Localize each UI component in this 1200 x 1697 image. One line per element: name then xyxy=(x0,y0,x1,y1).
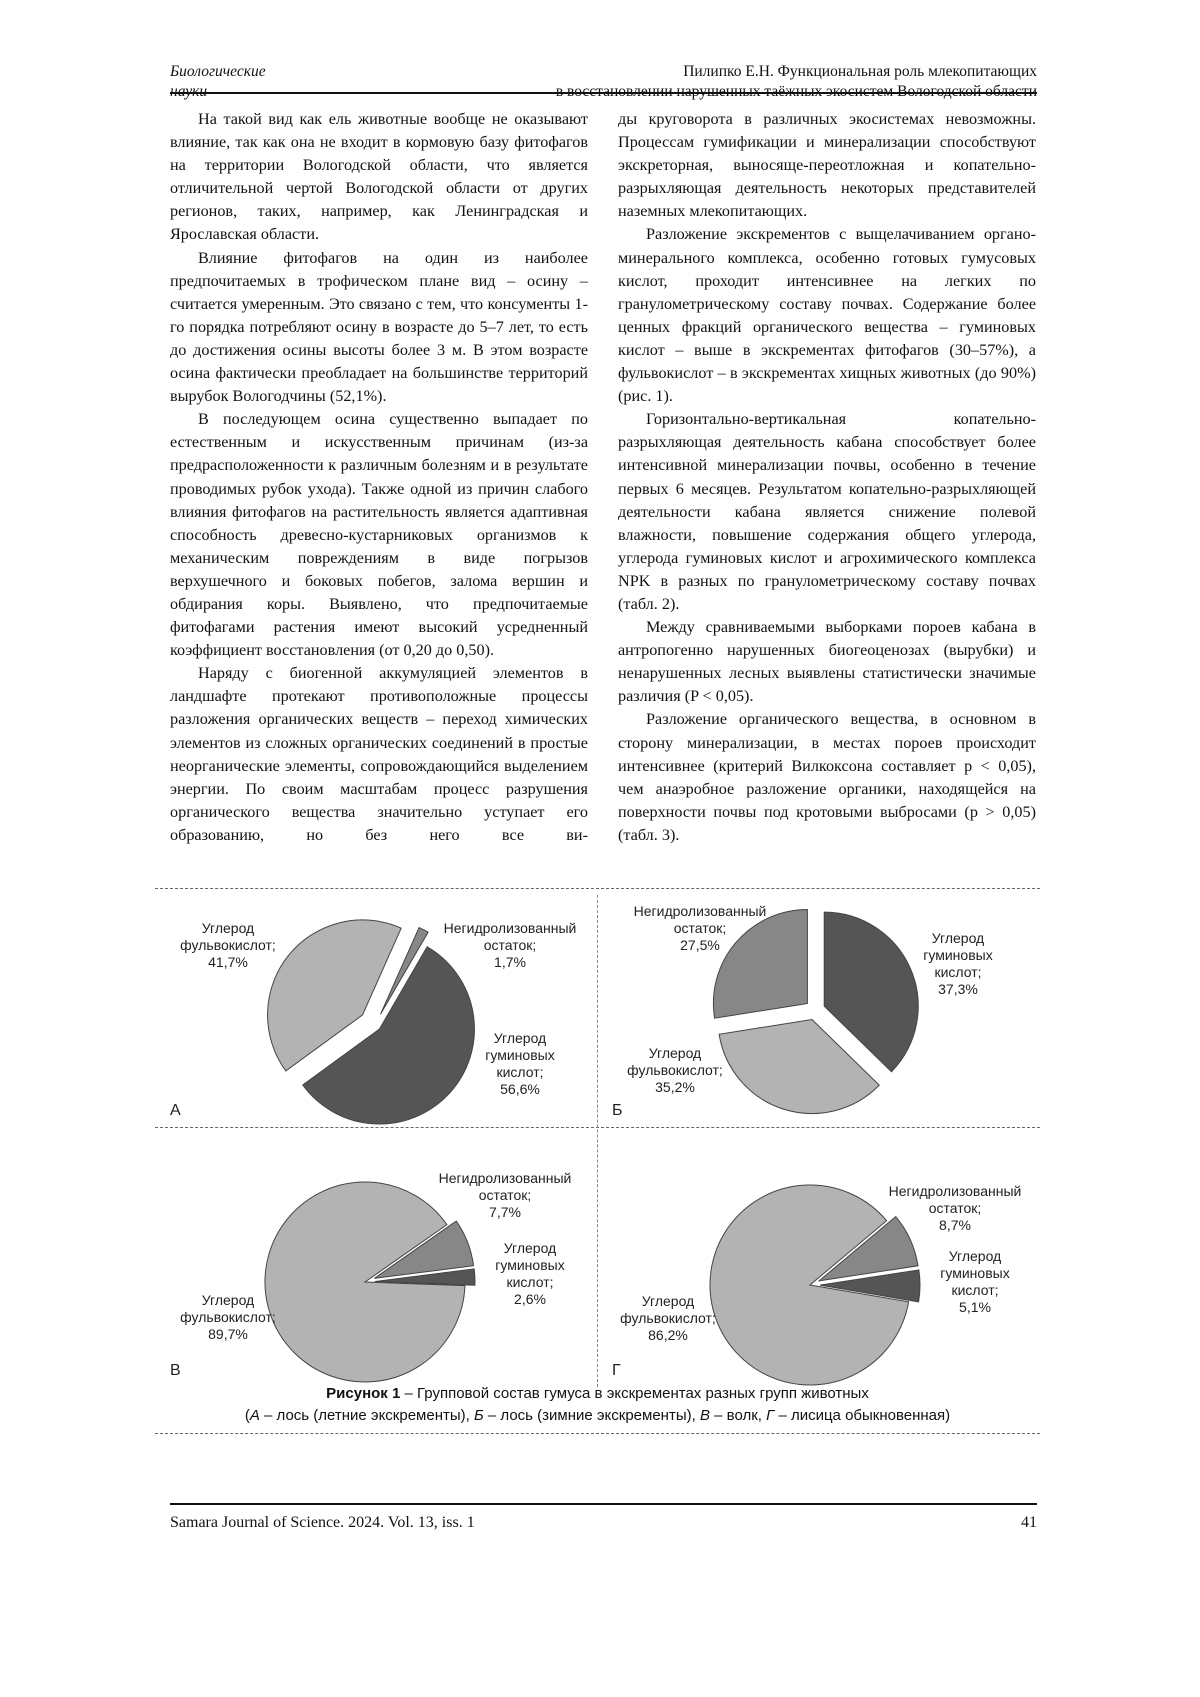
label-value: 89,7% xyxy=(180,1326,276,1343)
caption-segment: – лось (зимние экскременты), xyxy=(484,1407,700,1424)
label-name-line: фульвокислот; xyxy=(620,1310,716,1327)
pie-slice-label: Негидролизованныйостаток;1,7% xyxy=(444,920,577,971)
label-value: 1,7% xyxy=(444,954,577,971)
label-name-line: Углерод xyxy=(180,1292,276,1309)
label-name-line: гуминовых xyxy=(495,1257,564,1274)
label-value: 5,1% xyxy=(940,1299,1009,1316)
label-name-line: Негидролизованный xyxy=(634,903,767,920)
label-value: 41,7% xyxy=(180,954,276,971)
label-name-line: гуминовых xyxy=(940,1265,1009,1282)
panel-letter-v: В xyxy=(170,1362,181,1380)
footer-rule xyxy=(170,1503,1037,1505)
label-value: 27,5% xyxy=(634,937,767,954)
caption-segment: – волк, xyxy=(710,1407,766,1424)
label-name-line: кислот; xyxy=(495,1274,564,1291)
pie-slice-label: Негидролизованныйостаток;27,5% xyxy=(634,903,767,954)
page-number: 41 xyxy=(1021,1514,1037,1532)
pie-slice-label: Углеродгуминовыхкислот;37,3% xyxy=(923,930,992,998)
label-name-line: Углерод xyxy=(495,1240,564,1257)
figure-caption: Рисунок 1 – Групповой состав гумуса в эк… xyxy=(155,1383,1040,1405)
label-name-line: остаток; xyxy=(439,1187,572,1204)
caption-segment: – лисица обыкновенная) xyxy=(774,1407,950,1424)
figure-caption-legend: (А – лось (летние экскременты), Б – лось… xyxy=(155,1405,1040,1427)
pie-slice-label: Углеродгуминовыхкислот;2,6% xyxy=(495,1240,564,1308)
label-name-line: остаток; xyxy=(889,1200,1022,1217)
label-value: 86,2% xyxy=(620,1327,716,1344)
panel-letter-b: Б xyxy=(612,1102,623,1120)
label-name-line: Углерод xyxy=(485,1030,554,1047)
pie-slice-label: Углеродфульвокислот;35,2% xyxy=(627,1045,723,1096)
caption-label: Рисунок 1 xyxy=(326,1385,400,1402)
caption-segment: Б xyxy=(474,1407,484,1424)
journal-citation: Samara Journal of Science. 2024. Vol. 13… xyxy=(170,1514,475,1532)
label-value: 56,6% xyxy=(485,1081,554,1098)
label-name-line: кислот; xyxy=(940,1282,1009,1299)
label-name-line: Углерод xyxy=(923,930,992,947)
label-value: 35,2% xyxy=(627,1079,723,1096)
caption-segment: В xyxy=(700,1407,710,1424)
label-name-line: Негидролизованный xyxy=(439,1170,572,1187)
label-name-line: фульвокислот; xyxy=(627,1062,723,1079)
pie-slice-label: Углеродгуминовыхкислот;5,1% xyxy=(940,1248,1009,1316)
label-name-line: фульвокислот; xyxy=(180,1309,276,1326)
caption-text: – Групповой состав гумуса в экскрементах… xyxy=(400,1385,869,1402)
label-name-line: остаток; xyxy=(444,937,577,954)
label-name-line: Негидролизованный xyxy=(444,920,577,937)
pie-slice-label: Углеродфульвокислот;41,7% xyxy=(180,920,276,971)
pie-slice-label: Углеродфульвокислот;89,7% xyxy=(180,1292,276,1343)
label-value: 7,7% xyxy=(439,1204,572,1221)
label-name-line: фульвокислот; xyxy=(180,937,276,954)
label-name-line: остаток; xyxy=(634,920,767,937)
panel-letter-g: Г xyxy=(612,1362,621,1380)
label-value: 37,3% xyxy=(923,981,992,998)
pie-slice-label: Негидролизованныйостаток;8,7% xyxy=(889,1183,1022,1234)
label-value: 8,7% xyxy=(889,1217,1022,1234)
pie-slice-label: Углеродгуминовыхкислот;56,6% xyxy=(485,1030,554,1098)
panel-letter-a: А xyxy=(170,1102,181,1120)
label-value: 2,6% xyxy=(495,1291,564,1308)
label-name-line: Углерод xyxy=(180,920,276,937)
label-name-line: Углерод xyxy=(940,1248,1009,1265)
caption-segment: А xyxy=(250,1407,260,1424)
pie-slice-label: Углеродфульвокислот;86,2% xyxy=(620,1293,716,1344)
label-name-line: кислот; xyxy=(923,964,992,981)
figure-pie-charts xyxy=(0,0,1200,1697)
caption-segment: – лось (летние экскременты), xyxy=(260,1407,474,1424)
pie-slice-label: Негидролизованныйостаток;7,7% xyxy=(439,1170,572,1221)
label-name-line: гуминовых xyxy=(485,1047,554,1064)
label-name-line: гуминовых xyxy=(923,947,992,964)
label-name-line: Негидролизованный xyxy=(889,1183,1022,1200)
label-name-line: кислот; xyxy=(485,1064,554,1081)
label-name-line: Углерод xyxy=(627,1045,723,1062)
label-name-line: Углерод xyxy=(620,1293,716,1310)
